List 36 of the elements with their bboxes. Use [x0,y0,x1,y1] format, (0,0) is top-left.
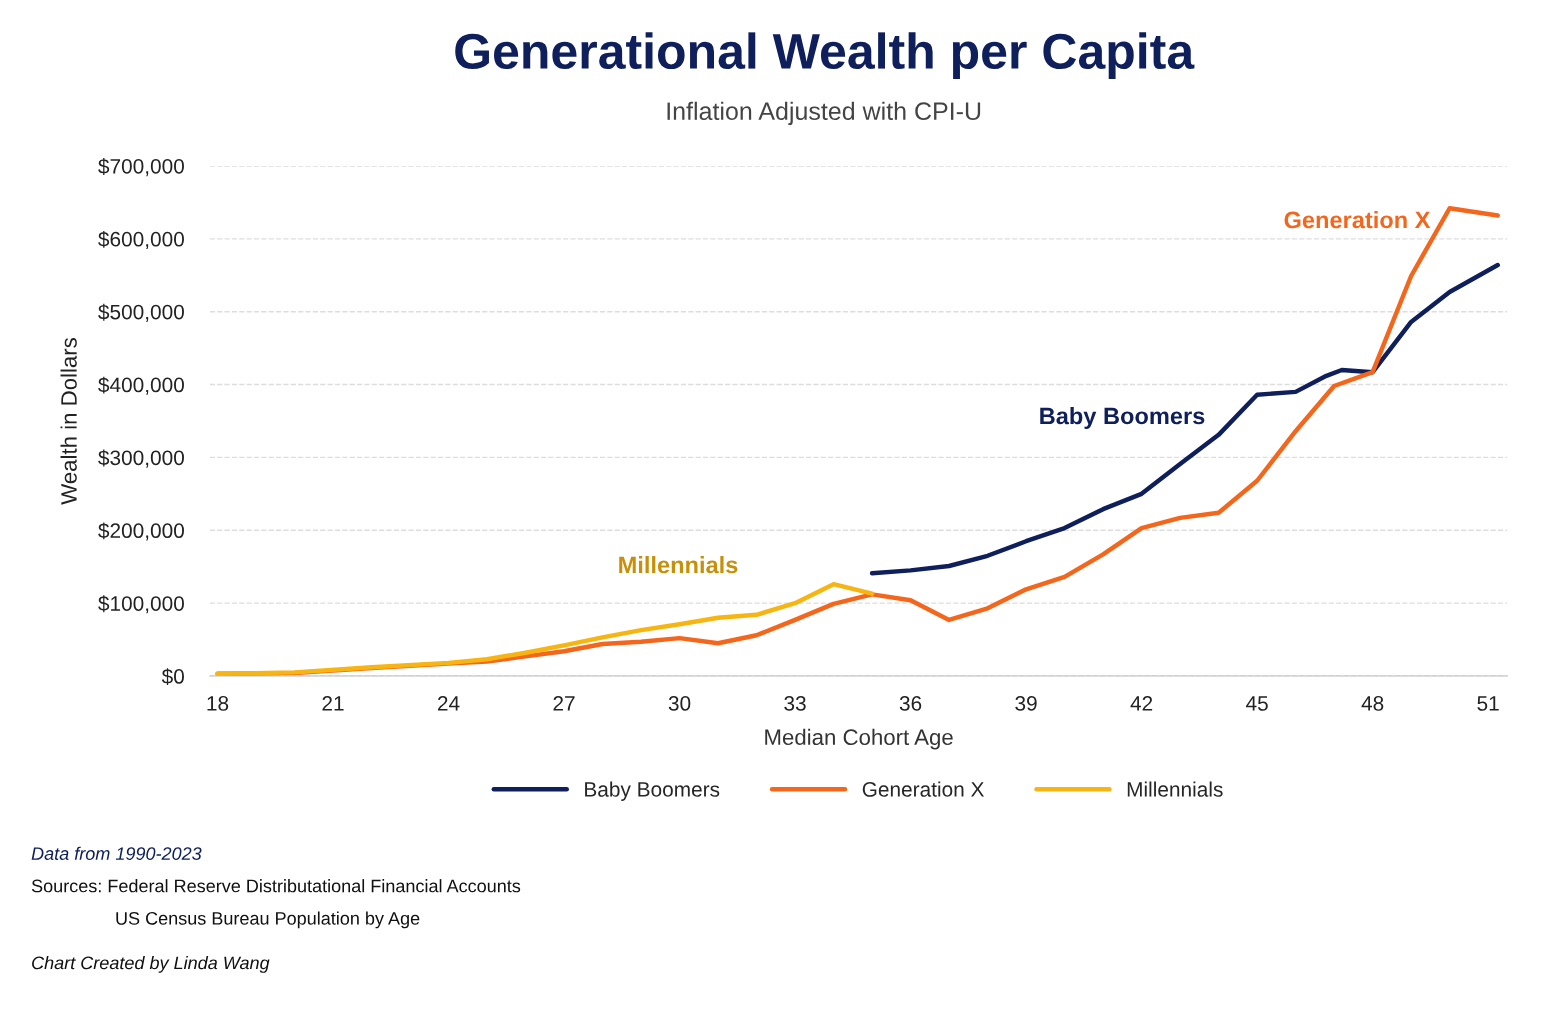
y-tick-label: $400,000 [98,376,184,395]
x-tick-label: 24 [437,696,460,711]
x-tick-label: 36 [899,696,922,711]
x-tick-label: 33 [784,696,806,711]
legend-label: Millennials [1127,781,1223,797]
x-tick-label: 21 [322,696,344,711]
y-tick-label: $500,000 [98,303,184,322]
line-series [215,581,875,677]
line-series [869,262,1500,576]
y-tick-label: $0 [161,668,184,686]
text: US Census Bureau Population by Age [116,911,420,929]
y-tick-label: $100,000 [98,595,184,614]
x-axis-title: Median Cohort Age [765,728,953,750]
source-note: Sources: Federal Reserve Distributational Financial Accounts [31,879,521,893]
chart-subtitle: Inflation Adjusted with CPI-U [667,101,981,125]
x-tick-label: 39 [1015,696,1037,711]
y-axis-title: Wealth in Dollars [60,338,77,505]
x-tick-label: 42 [1130,696,1153,711]
annotation: Baby Boomers [1040,406,1205,429]
legend-label: Generation X [862,781,985,797]
chart-title: Generational Wealth per Capita [455,32,1195,79]
text: Data from 1990-2023 [31,846,202,860]
y-tick-label: $200,000 [98,522,184,541]
x-tick-label: 45 [1246,696,1268,711]
x-tick-label: 18 [207,696,229,711]
y-tick-label: $300,000 [98,449,184,468]
legend-label: Baby Boomers [585,781,720,801]
x-tick-label: 30 [668,696,691,711]
y-tick-label: $600,000 [98,230,184,250]
x-tick-label: 27 [553,696,575,711]
y-tick-label: $700,000 [98,158,184,177]
x-tick-label: 51 [1477,696,1499,711]
x-tick-label: 48 [1361,696,1384,711]
annotation: Millennials [619,555,738,574]
text: Chart Created by Linda Wang [32,956,270,973]
annotation: Generation X [1284,211,1431,229]
